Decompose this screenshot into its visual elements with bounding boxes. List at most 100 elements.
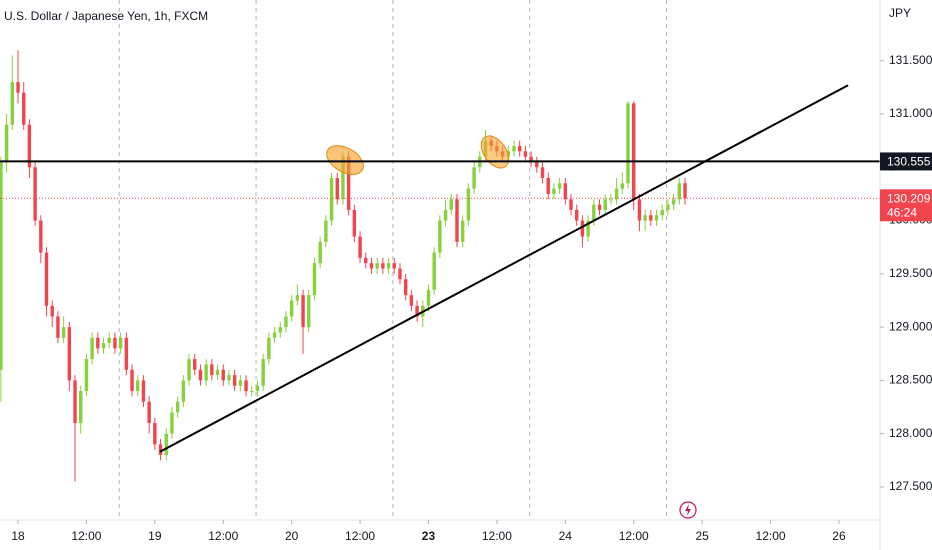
candle-body [284, 316, 288, 328]
candle-body [472, 167, 476, 189]
x-tick-label: 26 [832, 529, 846, 543]
level-label-box [880, 152, 932, 171]
candle-body [4, 124, 9, 162]
candle-body [329, 177, 334, 221]
candle-body [563, 183, 568, 200]
candle-body [666, 204, 670, 210]
candle-body [381, 263, 385, 269]
candle-body [409, 295, 414, 306]
candle-body [44, 252, 49, 306]
candle-body [158, 444, 163, 455]
candle-body [198, 369, 203, 381]
y-tick-label: 131.500 [889, 53, 932, 67]
level-label: 130.555 [887, 155, 931, 169]
candle-body [232, 375, 237, 386]
candle-body [67, 327, 72, 381]
candle-body [466, 188, 471, 221]
candle-body [364, 257, 368, 264]
candle-body [136, 380, 140, 392]
candle-body [96, 337, 100, 349]
candle-body [535, 161, 539, 168]
candle-body [369, 263, 374, 269]
drawings [0, 84, 880, 453]
y-tick-label: 127.500 [889, 479, 932, 493]
x-tick-label: 19 [148, 529, 162, 543]
candle-body [153, 423, 157, 445]
candle-body [10, 82, 15, 125]
candle-body [164, 433, 168, 455]
x-tick-label: 12:00 [345, 529, 375, 543]
candle-body [614, 188, 619, 200]
candle-body [101, 343, 106, 349]
candle-body [73, 380, 77, 424]
candle-body [307, 295, 311, 328]
candle-body [312, 263, 317, 296]
candle-body [278, 327, 282, 333]
candle-body [0, 161, 3, 370]
candle-body [175, 401, 180, 413]
candle-body [272, 332, 277, 338]
x-tick-label: 20 [285, 529, 299, 543]
candle-body [33, 167, 37, 221]
x-tick-label: 12:00 [71, 529, 101, 543]
candle-body [597, 204, 602, 210]
candle-body [250, 391, 254, 393]
x-tick-label: 12:00 [482, 529, 512, 543]
candle-body [358, 236, 362, 258]
x-tick-label: 12:00 [619, 529, 649, 543]
candle-body [352, 209, 357, 237]
x-tick-label: 18 [11, 529, 25, 543]
candle-body [346, 156, 351, 210]
candle-body [426, 289, 431, 306]
alert-icon[interactable] [679, 501, 697, 519]
candle-body [124, 337, 129, 370]
candle-body [529, 156, 533, 162]
candle-body [193, 359, 197, 370]
candle-body [460, 220, 465, 242]
candle-body [27, 124, 32, 168]
candle-body [557, 183, 562, 189]
candle-body [16, 82, 20, 93]
y-tick-label: 129.500 [889, 266, 932, 280]
candle-body [84, 359, 89, 392]
candle-body [113, 337, 117, 349]
candle-body [523, 151, 528, 157]
candle-body [449, 199, 453, 210]
candle-body [375, 263, 379, 269]
x-tick-label: 23 [422, 529, 436, 543]
candle-body [90, 337, 94, 360]
candle-body [215, 369, 220, 376]
candle-body [620, 183, 625, 189]
highlight-ellipse [326, 145, 364, 175]
candle-body [130, 369, 134, 392]
candle-body [221, 369, 225, 381]
candle-body [575, 209, 579, 221]
candle-body [56, 316, 60, 338]
candle-body [341, 156, 345, 200]
candle-body [443, 209, 448, 221]
currency-label: JPY [889, 6, 911, 20]
candle-body [210, 364, 214, 376]
countdown-label: 46:24 [887, 205, 917, 219]
candle-body [586, 220, 590, 237]
last-price-label: 130.209 [887, 191, 931, 205]
candle-body [50, 305, 54, 317]
candle-body [227, 375, 231, 381]
candle-body [580, 220, 585, 237]
candle-body [261, 359, 265, 386]
y-tick-label: 131.000 [889, 106, 932, 120]
candle-body [170, 412, 174, 434]
candle-body [546, 177, 550, 194]
candle-body [637, 199, 642, 221]
candle-body [603, 199, 607, 210]
candle-body [398, 268, 402, 280]
candle-body [569, 199, 573, 210]
candle-body [238, 380, 243, 386]
candle-body [61, 327, 66, 338]
candle-body [301, 295, 305, 328]
candle-body [22, 92, 26, 125]
candle-body [660, 209, 664, 216]
candle-body [295, 295, 300, 301]
